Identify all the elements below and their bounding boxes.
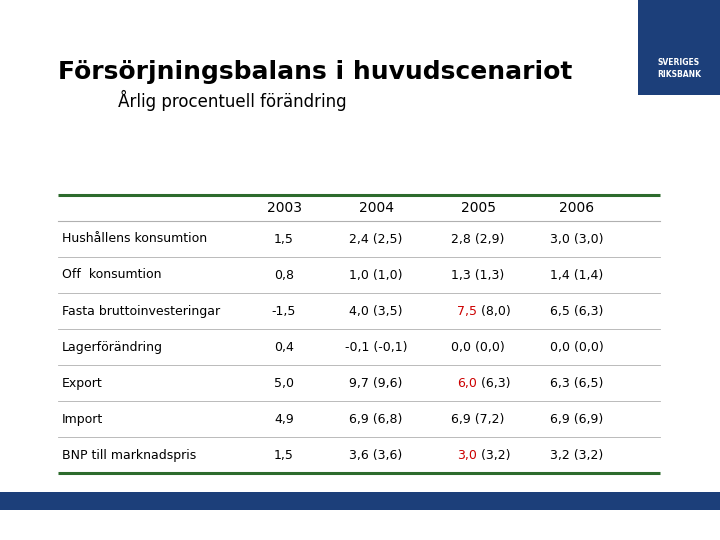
Text: 0,0 (0,0): 0,0 (0,0) [451, 341, 505, 354]
Text: 2004: 2004 [359, 201, 394, 215]
FancyBboxPatch shape [0, 492, 720, 510]
Text: Off  konsumtion: Off konsumtion [62, 268, 161, 281]
Text: Försörjningsbalans i huvudscenariot: Försörjningsbalans i huvudscenariot [58, 60, 572, 84]
Text: 1,3 (1,3): 1,3 (1,3) [451, 268, 505, 281]
Text: 0,8: 0,8 [274, 268, 294, 281]
Text: 1,4 (1,4): 1,4 (1,4) [550, 268, 603, 281]
Text: 2,4 (2,5): 2,4 (2,5) [349, 233, 402, 246]
Text: 1,5: 1,5 [274, 449, 294, 462]
Text: 3,6 (3,6): 3,6 (3,6) [349, 449, 402, 462]
Text: 0,0 (0,0): 0,0 (0,0) [549, 341, 603, 354]
Text: Export: Export [62, 376, 103, 389]
Text: 5,0: 5,0 [274, 376, 294, 389]
Text: 2006: 2006 [559, 201, 594, 215]
Text: 3,0 (3,0): 3,0 (3,0) [550, 233, 603, 246]
Text: 2,8 (2,9): 2,8 (2,9) [451, 233, 505, 246]
Text: BNP till marknadspris: BNP till marknadspris [62, 449, 197, 462]
Text: SVERIGES
RIKSBANK: SVERIGES RIKSBANK [657, 58, 701, 79]
Text: 6,3 (6,5): 6,3 (6,5) [550, 376, 603, 389]
Text: Import: Import [62, 413, 103, 426]
Text: (8,0): (8,0) [477, 305, 510, 318]
Text: 9,7 (9,6): 9,7 (9,6) [349, 376, 402, 389]
Text: 7,5: 7,5 [457, 305, 477, 318]
Text: (3,2): (3,2) [477, 449, 510, 462]
FancyBboxPatch shape [638, 0, 720, 95]
Text: 3,2 (3,2): 3,2 (3,2) [550, 449, 603, 462]
Text: 1,0 (1,0): 1,0 (1,0) [349, 268, 402, 281]
Text: 4,0 (3,5): 4,0 (3,5) [349, 305, 402, 318]
Text: 6,9 (6,9): 6,9 (6,9) [550, 413, 603, 426]
Text: Hushållens konsumtion: Hushållens konsumtion [62, 233, 207, 246]
Text: (6,3): (6,3) [477, 376, 510, 389]
Text: 0,4: 0,4 [274, 341, 294, 354]
Text: 6,0: 6,0 [457, 376, 477, 389]
Text: 6,9 (6,8): 6,9 (6,8) [349, 413, 402, 426]
Text: Källor: SCB och Riksbanken: Källor: SCB och Riksbanken [503, 525, 695, 538]
Text: Lagerförändring: Lagerförändring [62, 341, 163, 354]
Text: -1,5: -1,5 [272, 305, 296, 318]
Text: Årlig procentuell förändring: Årlig procentuell förändring [118, 90, 346, 111]
Text: 2003: 2003 [266, 201, 302, 215]
Text: 4,9: 4,9 [274, 413, 294, 426]
Text: Fasta bruttoinvesteringar: Fasta bruttoinvesteringar [62, 305, 220, 318]
Text: 6,5 (6,3): 6,5 (6,3) [550, 305, 603, 318]
Text: 3,0: 3,0 [457, 449, 477, 462]
Text: 6,9 (7,2): 6,9 (7,2) [451, 413, 505, 426]
Text: -0,1 (-0,1): -0,1 (-0,1) [345, 341, 408, 354]
Text: 2005: 2005 [461, 201, 495, 215]
Text: 1,5: 1,5 [274, 233, 294, 246]
